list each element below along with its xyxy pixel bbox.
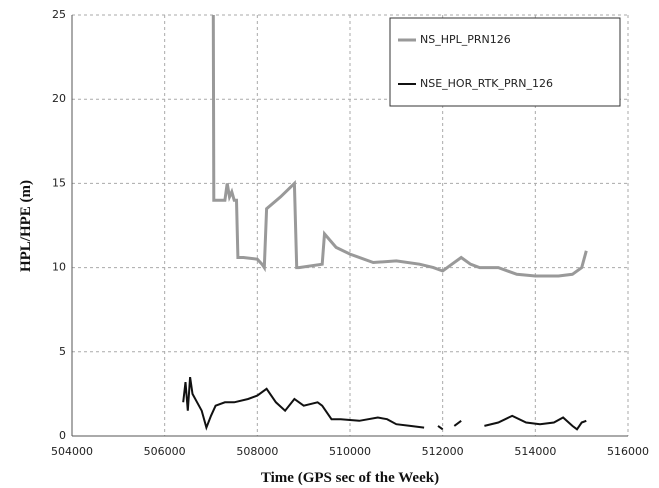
x-axis-title: Time (GPS sec of the Week): [261, 470, 439, 486]
y-tick-label: 5: [59, 345, 66, 358]
y-tick-label: 0: [59, 429, 66, 442]
legend-label: NS_HPL_PRN126: [420, 33, 511, 46]
y-axis-title: HPL/HPE (m): [18, 180, 34, 272]
y-tick-label: 20: [52, 92, 66, 105]
series-line: [211, 14, 588, 278]
legend-label: NSE_HOR_RTK_PRN_126: [420, 77, 553, 90]
y-tick-label: 10: [52, 261, 66, 274]
x-tick-label: 508000: [236, 445, 278, 458]
x-tick-label: 512000: [422, 445, 464, 458]
legend-box: [389, 17, 621, 107]
series-line: [182, 376, 587, 431]
x-tick-label: 510000: [329, 445, 371, 458]
x-tick-label: 504000: [51, 445, 93, 458]
x-tick-label: 506000: [144, 445, 186, 458]
y-tick-label: 15: [52, 176, 66, 189]
y-tick-label: 25: [52, 8, 66, 21]
x-tick-label: 514000: [514, 445, 556, 458]
x-tick-label: 516000: [607, 445, 649, 458]
